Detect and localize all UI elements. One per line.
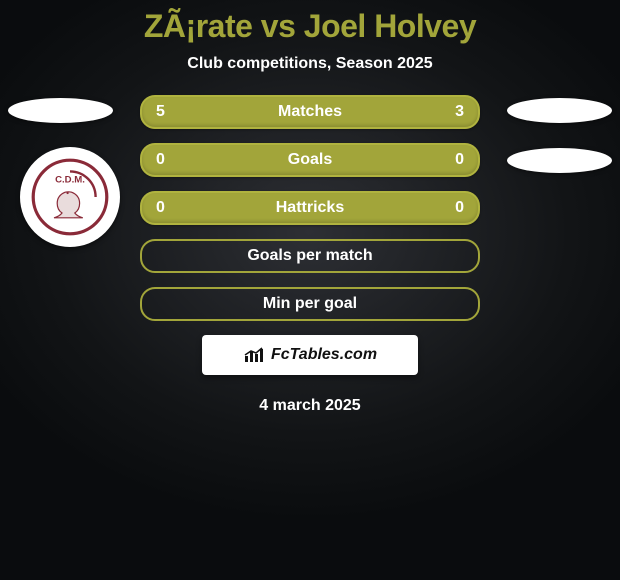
club-logo: C.D.M.	[20, 147, 120, 247]
stat-value-right: 0	[455, 145, 464, 175]
player-badge-right-1	[507, 98, 612, 123]
brand-text: FcTables.com	[271, 346, 377, 364]
page-title: ZÃ¡rate vs Joel Holvey	[0, 0, 620, 45]
club-logo-icon: C.D.M.	[30, 157, 110, 237]
stat-label: Hattricks	[142, 193, 478, 223]
stat-bar-min-per-goal: Min per goal	[140, 287, 480, 321]
stat-label: Min per goal	[142, 289, 478, 319]
player-badge-right-2	[507, 148, 612, 173]
player-badge-left	[8, 98, 113, 123]
brand-plate[interactable]: FcTables.com	[202, 335, 418, 375]
date-label: 4 march 2025	[0, 397, 620, 415]
stat-area: C.D.M. 5 Matches 3 0 Goals 0 0 Hattricks…	[0, 95, 620, 415]
stat-label: Matches	[142, 97, 478, 127]
stat-bar-goals: 0 Goals 0	[140, 143, 480, 177]
stat-bar-goals-per-match: Goals per match	[140, 239, 480, 273]
bar-chart-icon	[243, 346, 265, 364]
stat-bars: 5 Matches 3 0 Goals 0 0 Hattricks 0 Goal…	[140, 95, 480, 321]
stat-bar-hattricks: 0 Hattricks 0	[140, 191, 480, 225]
stat-value-right: 3	[455, 97, 464, 127]
stat-bar-matches: 5 Matches 3	[140, 95, 480, 129]
stat-label: Goals	[142, 145, 478, 175]
stat-label: Goals per match	[142, 241, 478, 271]
subtitle: Club competitions, Season 2025	[0, 55, 620, 73]
stat-value-right: 0	[455, 193, 464, 223]
svg-text:C.D.M.: C.D.M.	[55, 175, 85, 186]
